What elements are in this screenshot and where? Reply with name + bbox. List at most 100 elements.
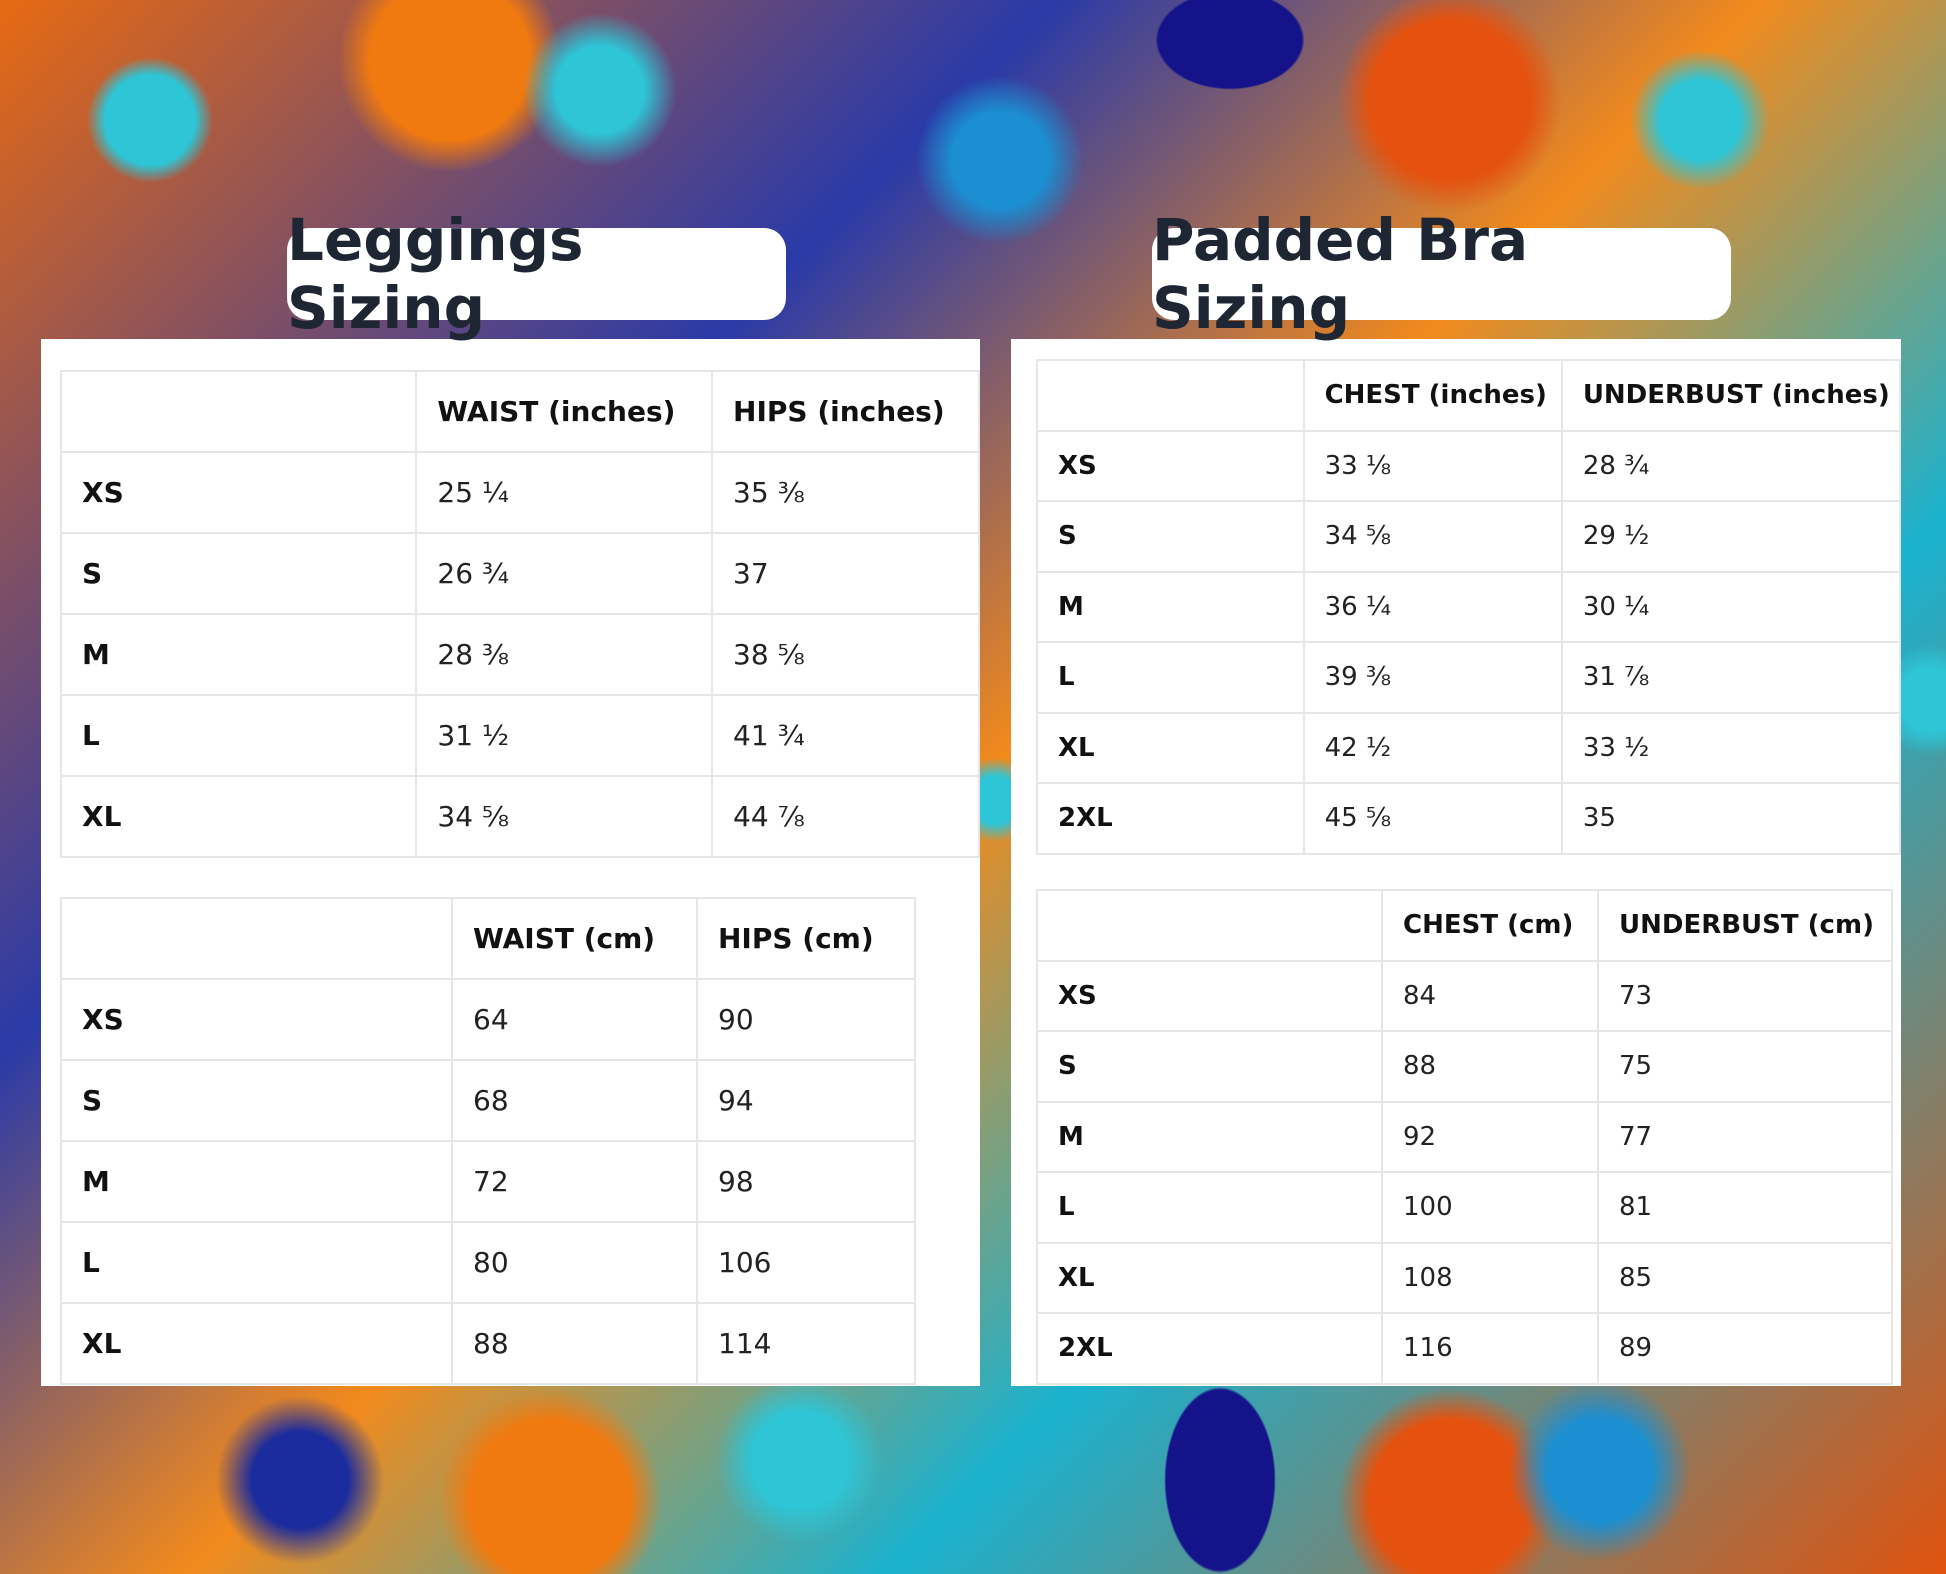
measurement: 94 [696,1059,916,1142]
measurement: 44 ⅞ [711,775,980,858]
size-label: 2XL [1036,782,1305,855]
measurement: 29 ½ [1560,500,1901,573]
header-cell: HIPS (cm) [696,897,916,980]
size-table: WAIST (cm) HIPS (cm) XS 64 90 S 68 94 M 72 98 L 80 10… [60,897,916,1385]
measurement: 35 ⅜ [711,451,980,534]
size-label: S [1036,1030,1383,1103]
table-row: XL 108 85 [1036,1241,1893,1314]
measurement: 26 ¾ [415,532,714,615]
size-label: M [60,1140,453,1223]
measurement: 68 [451,1059,698,1142]
header-row: WAIST (inches) HIPS (inches) [59,370,980,453]
measurement: 100 [1381,1171,1599,1244]
table-row: XL 88 114 [60,1302,916,1385]
measurement: 75 [1597,1030,1893,1103]
measurement: 108 [1381,1241,1599,1314]
size-label: S [59,532,418,615]
table-row: XS 64 90 [60,978,916,1061]
table-row: L 80 106 [60,1221,916,1304]
measurement: 34 ⅝ [415,775,714,858]
measurement: 37 [711,532,980,615]
measurement: 35 [1560,782,1901,855]
header-cell: CHEST (cm) [1381,889,1599,962]
measurement: 106 [696,1221,916,1304]
measurement: 33 ⅛ [1302,429,1563,502]
size-label: XS [1036,429,1305,502]
header-cell [60,897,453,980]
header-cell: UNDERBUST (inches) [1560,359,1901,432]
measurement: 33 ½ [1560,711,1901,784]
measurement: 39 ⅜ [1302,641,1563,714]
leggings-title: Leggings Sizing [287,206,786,342]
size-label: XS [60,978,453,1061]
measurement: 77 [1597,1100,1893,1173]
measurement: 85 [1597,1241,1893,1314]
measurement: 92 [1381,1100,1599,1173]
measurement: 84 [1381,959,1599,1032]
measurement: 90 [696,978,916,1061]
table-row: M 36 ¼ 30 ¼ [1036,570,1901,643]
size-label: L [1036,641,1305,714]
size-label: M [59,613,418,696]
table-row: S 68 94 [60,1059,916,1142]
header-row: CHEST (inches) UNDERBUST (inches) [1036,359,1901,432]
size-label: XL [60,1302,453,1385]
size-table: CHEST (cm) UNDERBUST (cm) XS 84 73 S 88 75 M 92 77… [1036,889,1893,1385]
measurement: 38 ⅝ [711,613,980,696]
table-row: XS 33 ⅛ 28 ¾ [1036,429,1901,502]
measurement: 34 ⅝ [1302,500,1563,573]
measurement: 31 ½ [415,694,714,777]
table-row: XL 42 ½ 33 ½ [1036,711,1901,784]
table-row: S 26 ¾ 37 [59,532,980,615]
table-row: S 34 ⅝ 29 ½ [1036,500,1901,573]
size-label: L [59,694,418,777]
measurement: 89 [1597,1312,1893,1385]
measurement: 30 ¼ [1560,570,1901,643]
measurement: 116 [1381,1312,1599,1385]
header-cell [59,370,418,453]
measurement: 80 [451,1221,698,1304]
size-table: CHEST (inches) UNDERBUST (inches) XS 33 ⅛ 28… [1036,359,1901,855]
size-label: M [1036,1100,1383,1173]
table-row: S 88 75 [1036,1030,1893,1103]
measurement: 36 ¼ [1302,570,1563,643]
leggings-panel: WAIST (inches) HIPS (inches) XS 25 ¼ 35 ⅜ S 26… [41,339,980,1386]
measurement: 28 ¾ [1560,429,1901,502]
measurement: 41 ¾ [711,694,980,777]
size-table: WAIST (inches) HIPS (inches) XS 25 ¼ 35 ⅜ S 26… [59,370,980,858]
table-row: M 28 ⅜ 38 ⅝ [59,613,980,696]
table-row: 2XL 45 ⅝ 35 [1036,782,1901,855]
measurement: 25 ¼ [415,451,714,534]
size-label: L [60,1221,453,1304]
header-cell: UNDERBUST (cm) [1597,889,1893,962]
header-cell: CHEST (inches) [1302,359,1563,432]
measurement: 45 ⅝ [1302,782,1563,855]
measurement: 42 ½ [1302,711,1563,784]
table-row: XS 25 ¼ 35 ⅜ [59,451,980,534]
measurement: 81 [1597,1171,1893,1244]
table-row: M 92 77 [1036,1100,1893,1173]
measurement: 73 [1597,959,1893,1032]
table-row: XS 84 73 [1036,959,1893,1032]
measurement: 31 ⅞ [1560,641,1901,714]
header-row: CHEST (cm) UNDERBUST (cm) [1036,889,1893,962]
size-label: XL [59,775,418,858]
table-row: 2XL 116 89 [1036,1312,1893,1385]
measurement: 72 [451,1140,698,1223]
measurement: 88 [451,1302,698,1385]
measurement: 64 [451,978,698,1061]
header-cell: WAIST (cm) [451,897,698,980]
measurement: 98 [696,1140,916,1223]
size-label: S [60,1059,453,1142]
table-row: L 31 ½ 41 ¾ [59,694,980,777]
header-cell: HIPS (inches) [711,370,980,453]
table-row: M 72 98 [60,1140,916,1223]
size-label: S [1036,500,1305,573]
header-row: WAIST (cm) HIPS (cm) [60,897,916,980]
table-row: L 39 ⅜ 31 ⅞ [1036,641,1901,714]
size-label: XS [1036,959,1383,1032]
size-label: XL [1036,1241,1383,1314]
table-row: L 100 81 [1036,1171,1893,1244]
header-cell: WAIST (inches) [415,370,714,453]
